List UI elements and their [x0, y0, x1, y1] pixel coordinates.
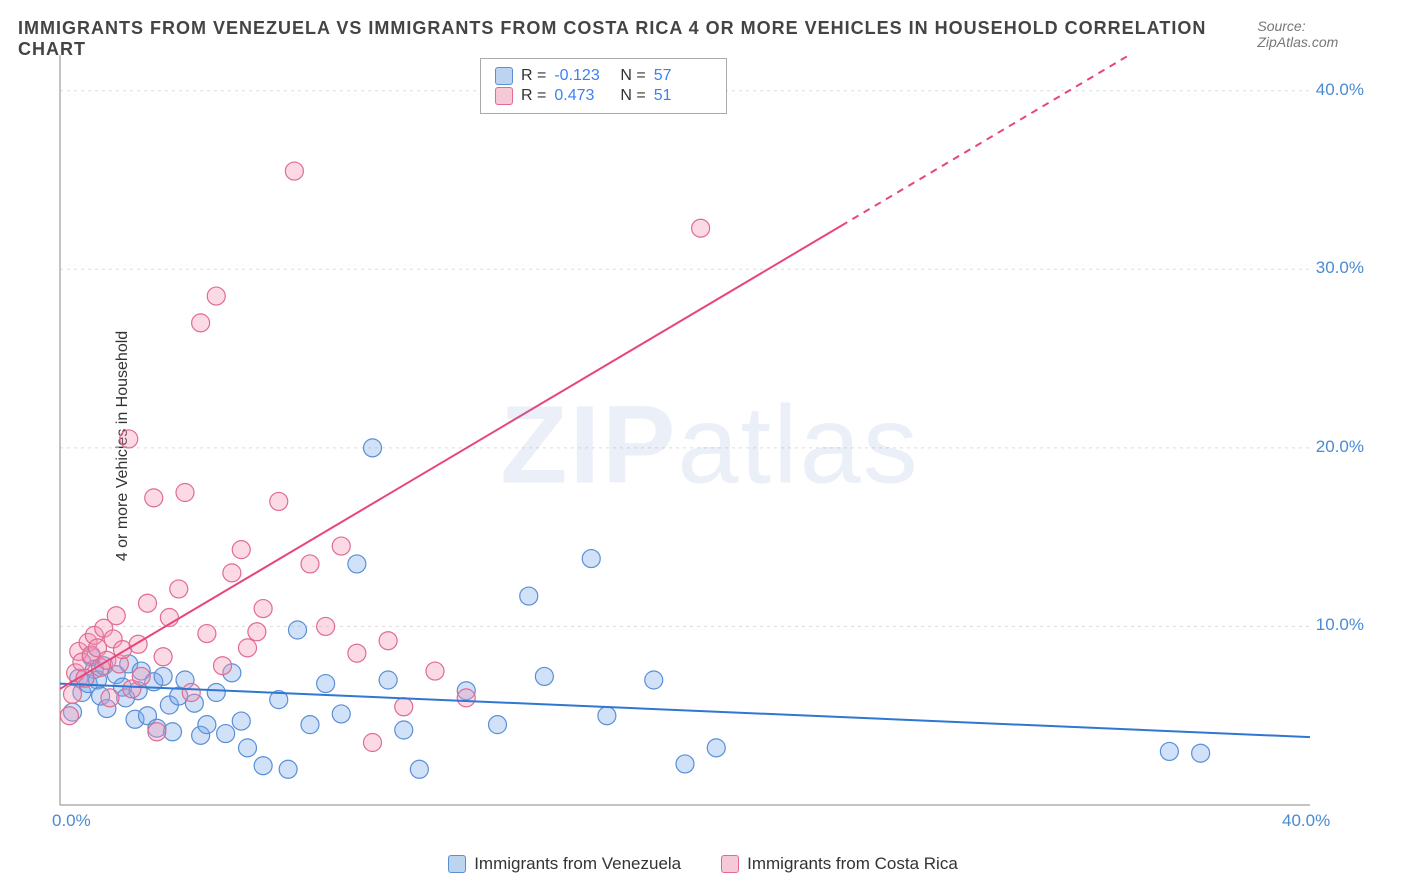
x-tick-label: 0.0%: [52, 811, 91, 831]
chart-area: ZIPatlas 10.0%20.0%30.0%40.0%0.0%40.0%: [50, 55, 1370, 835]
bottom-legend: Immigrants from Venezuela Immigrants fro…: [0, 854, 1406, 874]
y-tick-label: 40.0%: [1316, 80, 1364, 100]
n-label: N =: [620, 87, 645, 105]
r-value-0: -0.123: [554, 67, 612, 85]
x-tick-label: 40.0%: [1282, 811, 1330, 831]
r-label: R =: [521, 87, 546, 105]
n-value-1: 51: [654, 87, 712, 105]
r-label: R =: [521, 67, 546, 85]
stat-box: R = -0.123 N = 57 R = 0.473 N = 51: [480, 58, 727, 114]
chart-title: IMMIGRANTS FROM VENEZUELA VS IMMIGRANTS …: [18, 18, 1257, 60]
n-value-0: 57: [654, 67, 712, 85]
legend-item-1: Immigrants from Costa Rica: [721, 854, 958, 874]
stat-row-1: R = 0.473 N = 51: [495, 87, 712, 105]
y-tick-label: 10.0%: [1316, 615, 1364, 635]
series-swatch-1: [495, 87, 513, 105]
legend-label-1: Immigrants from Costa Rica: [747, 854, 958, 874]
stat-row-0: R = -0.123 N = 57: [495, 67, 712, 85]
legend-item-0: Immigrants from Venezuela: [448, 854, 681, 874]
series-swatch-0: [495, 67, 513, 85]
legend-swatch-0: [448, 855, 466, 873]
r-value-1: 0.473: [554, 87, 612, 105]
source-text: Source: ZipAtlas.com: [1257, 18, 1388, 50]
legend-label-0: Immigrants from Venezuela: [474, 854, 681, 874]
legend-swatch-1: [721, 855, 739, 873]
y-tick-label: 30.0%: [1316, 258, 1364, 278]
scatter-plot: [50, 55, 1370, 835]
y-tick-label: 20.0%: [1316, 437, 1364, 457]
n-label: N =: [620, 67, 645, 85]
